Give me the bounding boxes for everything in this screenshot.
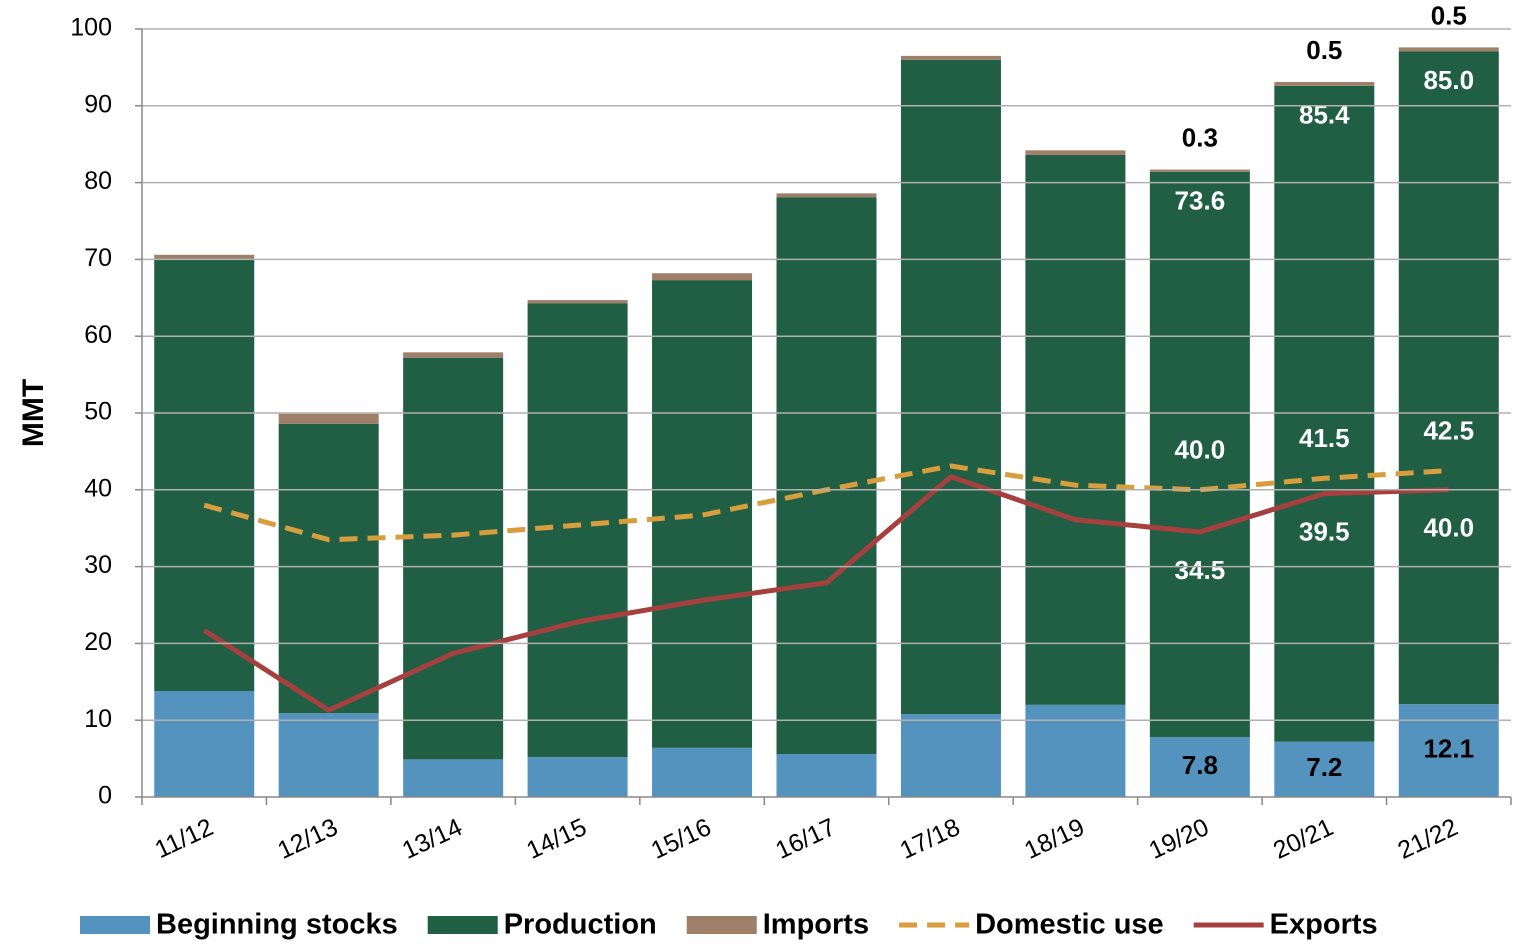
bar-segment: [1398, 51, 1499, 705]
value-label: 85.0: [1423, 65, 1474, 95]
legend-label: Exports: [1270, 909, 1378, 941]
bar-segment: [278, 423, 379, 714]
y-tick-label: 50: [84, 398, 112, 426]
bar-segment: [527, 300, 628, 304]
y-tick-label: 90: [84, 90, 112, 118]
bar-segment: [1398, 47, 1499, 52]
bar-segment: [776, 197, 877, 754]
bar-segment: [1274, 81, 1375, 86]
value-label: 41.5: [1299, 423, 1350, 453]
legend-label: Beginning stocks: [156, 909, 398, 941]
x-tick-label: 20/21: [1269, 813, 1338, 865]
bar-segment: [403, 352, 504, 358]
y-tick-label: 100: [70, 14, 112, 42]
bar-segment: [154, 259, 255, 692]
legend-swatch: [427, 916, 498, 934]
bar-segment: [154, 254, 255, 260]
value-label: 7.8: [1182, 750, 1218, 780]
bar-segment: [1149, 737, 1250, 797]
bar-segment: [403, 759, 504, 797]
y-axis-label: MMT: [17, 379, 50, 447]
value-label: 85.4: [1299, 100, 1350, 130]
y-tick-label: 60: [84, 321, 112, 349]
value-label: 39.5: [1299, 517, 1350, 547]
bar-segment: [652, 273, 753, 281]
bar-segment: [652, 747, 753, 797]
x-tick-label: 12/13: [273, 813, 342, 865]
y-tick-label: 20: [84, 628, 112, 656]
bar-segment: [403, 357, 504, 760]
bar-segment: [1025, 704, 1126, 797]
bar-segment: [527, 757, 628, 797]
x-tick-label: 18/19: [1020, 813, 1089, 865]
value-label: 40.0: [1423, 513, 1474, 543]
value-label: 0.5: [1431, 0, 1467, 30]
legend-label: Imports: [763, 909, 869, 941]
bar-segment: [154, 691, 255, 797]
value-label: 7.2: [1306, 752, 1342, 782]
bar-segment: [900, 714, 1001, 797]
value-label: 0.3: [1182, 122, 1218, 152]
bar-segment: [900, 59, 1001, 715]
line-series: [202, 474, 1449, 713]
value-label: 40.0: [1175, 435, 1226, 465]
y-tick-label: 70: [84, 244, 112, 272]
y-tick-label: 30: [84, 551, 112, 579]
x-tick-label: 15/16: [647, 813, 716, 865]
value-labels: 7.8 7.2 12.1 73.6 85.4 85.0 0.3 0.5 0.5 40.0 41.5 4…: [1175, 0, 1475, 782]
bar-segment: [652, 280, 753, 748]
y-tick-label: 0: [98, 782, 112, 810]
legend-swatch: [686, 916, 757, 934]
value-label: 73.6: [1175, 186, 1226, 216]
bar-segment: [776, 193, 877, 198]
bar-segment: [1025, 154, 1126, 705]
x-tick-label: 19/20: [1145, 813, 1214, 865]
bar-segment: [776, 753, 877, 797]
value-label: 34.5: [1175, 555, 1226, 585]
bar-segment: [278, 713, 379, 797]
bar-segment: [1274, 85, 1375, 742]
x-tick-label: 17/18: [896, 813, 965, 865]
x-tick-label: 16/17: [771, 813, 840, 865]
legend-label: Production: [504, 909, 657, 941]
x-tick-label: 21/22: [1394, 813, 1463, 865]
value-label: 0.5: [1306, 35, 1342, 65]
x-tick-label: 11/12: [151, 813, 218, 864]
x-tick-label: 14/15: [522, 813, 591, 865]
value-label: 42.5: [1423, 415, 1474, 445]
y-tick-label: 40: [84, 474, 112, 502]
bar-segment: [1149, 169, 1250, 172]
bar-segment: [1025, 150, 1126, 155]
value-label: 12.1: [1423, 733, 1474, 763]
x-tick-label: 13/14: [398, 813, 467, 865]
legend-label: Domestic use: [975, 909, 1164, 941]
y-tick-label: 10: [84, 705, 112, 733]
bar-segment: [900, 55, 1001, 60]
bar-segment: [1274, 741, 1375, 797]
bar-segment: [278, 413, 379, 424]
legend-swatch: [80, 916, 150, 934]
bars: [154, 47, 1499, 797]
y-tick-label: 80: [84, 167, 112, 195]
